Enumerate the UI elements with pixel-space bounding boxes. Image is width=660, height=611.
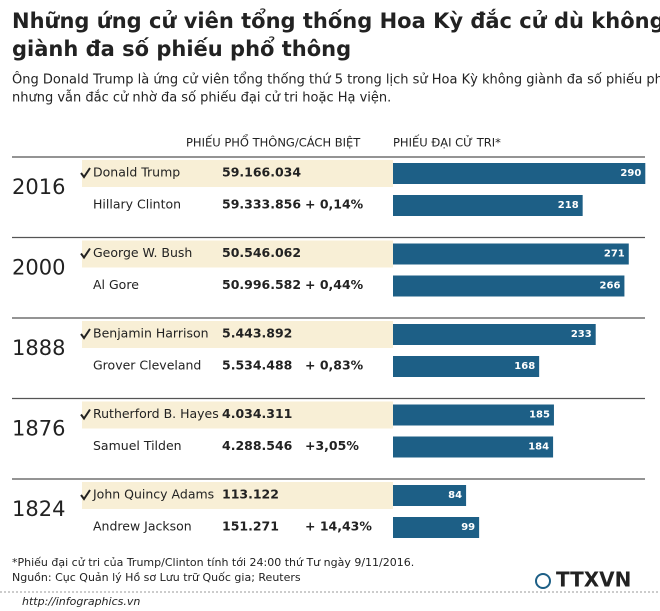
winner-row — [82, 160, 393, 187]
electoral-bar — [393, 436, 554, 458]
electoral-label: 184 — [528, 442, 549, 453]
subtitle: nhưng vẫn đắc cử nhờ đa số phiếu đại cử … — [12, 91, 391, 106]
winner-row — [82, 240, 393, 268]
source: Nguồn: Cục Quản lý Hồ sơ Lưu trữ Quốc gi… — [12, 571, 301, 584]
electoral-bar — [393, 356, 540, 377]
electoral-bar — [393, 517, 480, 538]
column-header: PHIẾU PHỔ THÔNG/CÁCH BIỆT — [186, 134, 361, 150]
popular-vote: 50.996.582 — [222, 277, 301, 292]
candidate-name: Samuel Tilden — [93, 438, 182, 453]
electoral-label: 185 — [529, 410, 550, 421]
popular-vote: 5.534.488 — [222, 358, 292, 373]
electoral-label: 99 — [461, 522, 475, 533]
popular-vote: 50.546.062 — [222, 245, 301, 260]
candidate-name: George W. Bush — [93, 245, 192, 260]
popular-vote: 59.166.034 — [222, 165, 301, 180]
electoral-bar — [393, 243, 629, 265]
logo-icon — [535, 573, 551, 589]
electoral-label: 84 — [448, 490, 462, 501]
column-header: PHIẾU ĐẠI CỬ TRI* — [393, 134, 501, 150]
year: 2000 — [12, 256, 65, 280]
winner-row — [82, 401, 393, 429]
popular-vote: 113.122 — [222, 487, 279, 502]
electoral-bar — [393, 275, 625, 297]
winner-row — [82, 482, 393, 509]
popular-vote: 4.034.311 — [222, 406, 292, 421]
electoral-bar — [393, 404, 554, 426]
check-icon — [80, 328, 91, 340]
logo: TTXVN — [556, 568, 631, 592]
margin: + 0,14% — [305, 197, 364, 212]
electoral-label: 218 — [558, 200, 579, 211]
candidate-name: Benjamin Harrison — [93, 326, 209, 341]
popular-vote: 151.271 — [222, 519, 279, 534]
year: 2016 — [12, 175, 65, 199]
electoral-label: 271 — [604, 249, 625, 260]
electoral-bar — [393, 163, 646, 184]
electoral-bar — [393, 195, 583, 216]
year: 1876 — [12, 417, 65, 441]
year: 1824 — [12, 497, 65, 521]
footnote: *Phiếu đại cử tri của Trump/Clinton tính… — [12, 556, 414, 569]
check-icon — [80, 408, 91, 421]
check-icon — [80, 247, 91, 260]
candidate-name: Hillary Clinton — [93, 197, 181, 212]
candidate-name: Andrew Jackson — [93, 519, 192, 534]
candidate-name: Grover Cleveland — [93, 358, 201, 373]
electoral-label: 233 — [571, 329, 592, 340]
electoral-label: 266 — [600, 281, 621, 292]
margin: +3,05% — [305, 438, 359, 453]
year: 1888 — [12, 336, 65, 360]
check-icon — [80, 167, 91, 179]
title: Những ứng cử viên tổng thống Hoa Kỳ đắc … — [12, 8, 660, 33]
popular-vote: 59.333.856 — [222, 197, 301, 212]
winner-row — [82, 321, 393, 348]
candidate-name: Rutherford B. Hayes — [93, 406, 219, 421]
candidate-name: John Quincy Adams — [92, 487, 214, 502]
title: giành đa số phiếu phổ thông — [12, 36, 351, 61]
subtitle: Ông Donald Trump là ứng cử viên tổng thố… — [12, 72, 660, 88]
popular-vote: 5.443.892 — [222, 326, 292, 341]
electoral-bar — [393, 324, 596, 345]
electoral-bar — [393, 485, 467, 506]
website: http://infographics.vn — [22, 595, 140, 608]
candidate-name: Donald Trump — [93, 165, 180, 180]
popular-vote: 4.288.546 — [222, 438, 293, 453]
check-icon — [80, 489, 91, 501]
margin: + 14,43% — [305, 519, 372, 534]
margin: + 0,83% — [305, 358, 364, 373]
margin: + 0,44% — [305, 277, 364, 292]
electoral-label: 290 — [620, 168, 641, 179]
electoral-label: 168 — [514, 361, 535, 372]
candidate-name: Al Gore — [93, 277, 139, 292]
